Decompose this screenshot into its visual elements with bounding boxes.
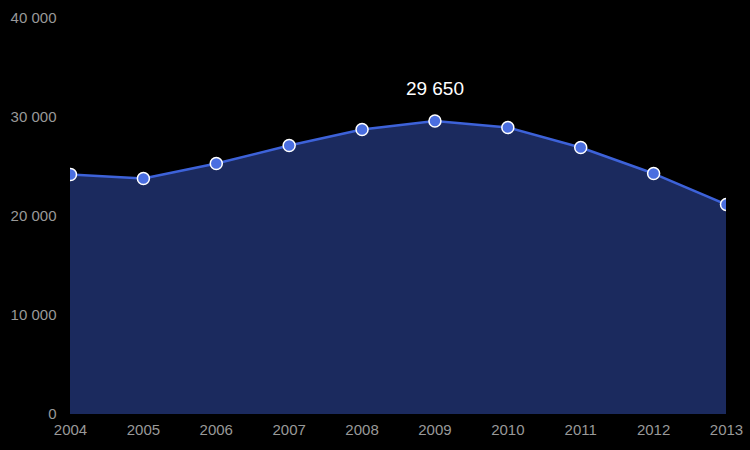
svg-text:2010: 2010 <box>491 421 524 438</box>
svg-text:2011: 2011 <box>565 421 597 438</box>
svg-text:2008: 2008 <box>345 421 378 438</box>
svg-text:2007: 2007 <box>272 421 305 438</box>
svg-text:30 000: 30 000 <box>11 108 57 125</box>
svg-text:29 650: 29 650 <box>406 78 464 99</box>
svg-text:10 000: 10 000 <box>11 306 57 323</box>
svg-text:0: 0 <box>48 405 56 422</box>
svg-text:2013: 2013 <box>710 421 743 438</box>
svg-text:40 000: 40 000 <box>11 9 57 26</box>
svg-text:2004: 2004 <box>54 421 87 438</box>
svg-text:2009: 2009 <box>418 421 451 438</box>
svg-text:2012: 2012 <box>637 421 670 438</box>
svg-text:2006: 2006 <box>200 421 233 438</box>
svg-text:2005: 2005 <box>127 421 160 438</box>
svg-text:20 000: 20 000 <box>11 207 57 224</box>
